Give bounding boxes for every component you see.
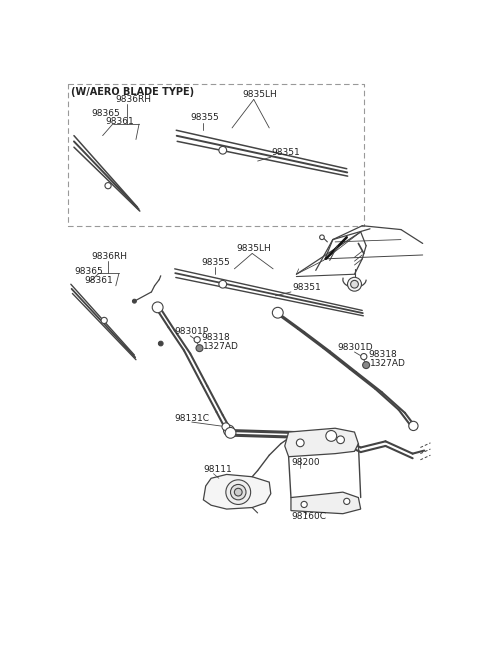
Circle shape: [132, 299, 136, 303]
Circle shape: [152, 302, 163, 313]
Text: 9835LH: 9835LH: [242, 90, 277, 99]
Polygon shape: [285, 428, 359, 457]
Circle shape: [362, 361, 370, 369]
Circle shape: [219, 280, 227, 288]
Circle shape: [326, 430, 336, 441]
Circle shape: [301, 502, 307, 508]
Circle shape: [158, 341, 163, 346]
Text: 98365: 98365: [91, 109, 120, 118]
Circle shape: [336, 436, 345, 444]
Circle shape: [234, 488, 242, 496]
Circle shape: [230, 484, 246, 500]
Circle shape: [224, 426, 234, 435]
Circle shape: [296, 439, 304, 447]
Text: 98131C: 98131C: [175, 415, 210, 424]
Circle shape: [222, 423, 230, 430]
Circle shape: [320, 235, 324, 239]
Text: 98351: 98351: [292, 283, 321, 292]
Circle shape: [219, 147, 227, 154]
Circle shape: [101, 317, 107, 323]
Circle shape: [194, 337, 200, 343]
Circle shape: [105, 182, 111, 189]
Circle shape: [226, 480, 251, 504]
Text: 9835LH: 9835LH: [237, 244, 272, 253]
Circle shape: [224, 425, 234, 436]
Circle shape: [360, 354, 367, 360]
Text: (W/AERO BLADE TYPE): (W/AERO BLADE TYPE): [71, 87, 194, 97]
Circle shape: [348, 277, 361, 291]
Text: 98318: 98318: [369, 350, 397, 359]
Text: 98365: 98365: [74, 267, 103, 276]
Text: 98355: 98355: [202, 258, 230, 267]
Circle shape: [196, 345, 203, 352]
Polygon shape: [291, 492, 360, 514]
Text: 9836RH: 9836RH: [91, 252, 127, 261]
Circle shape: [350, 280, 359, 288]
Text: 98160C: 98160C: [291, 512, 326, 521]
Text: 9836RH: 9836RH: [116, 95, 152, 104]
Text: 98361: 98361: [105, 117, 134, 127]
Text: 98200: 98200: [291, 458, 320, 467]
Circle shape: [344, 498, 350, 504]
Text: 98301D: 98301D: [337, 343, 373, 352]
Text: 1327AD: 1327AD: [204, 342, 239, 351]
Text: 98361: 98361: [85, 276, 114, 285]
Text: 98351: 98351: [272, 148, 300, 157]
Text: 98111: 98111: [204, 465, 232, 474]
Circle shape: [225, 428, 236, 438]
Text: 1327AD: 1327AD: [370, 359, 406, 368]
Polygon shape: [204, 474, 271, 509]
Circle shape: [272, 308, 283, 318]
Text: 98318: 98318: [202, 333, 230, 342]
Text: 98355: 98355: [190, 114, 219, 123]
Circle shape: [409, 421, 418, 430]
Text: 98301P: 98301P: [175, 328, 209, 336]
